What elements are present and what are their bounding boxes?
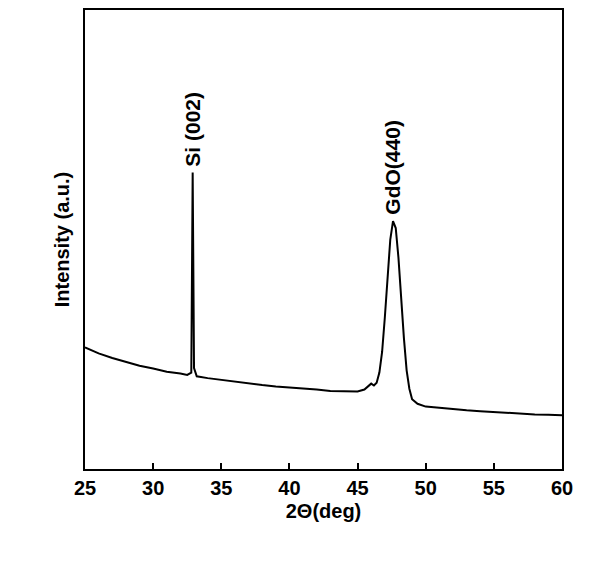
svg-text:50: 50 [415, 477, 437, 499]
svg-text:60: 60 [551, 477, 573, 499]
svg-text:Si (002): Si (002) [181, 92, 204, 167]
svg-text:Intensity (a.u.): Intensity (a.u.) [51, 172, 73, 308]
svg-text:GdO(440): GdO(440) [381, 120, 404, 215]
svg-text:40: 40 [278, 477, 300, 499]
svg-text:55: 55 [483, 477, 505, 499]
svg-text:25: 25 [74, 477, 96, 499]
svg-text:2Θ(deg): 2Θ(deg) [286, 500, 362, 522]
svg-text:35: 35 [210, 477, 232, 499]
svg-text:30: 30 [142, 477, 164, 499]
svg-text:45: 45 [346, 477, 368, 499]
